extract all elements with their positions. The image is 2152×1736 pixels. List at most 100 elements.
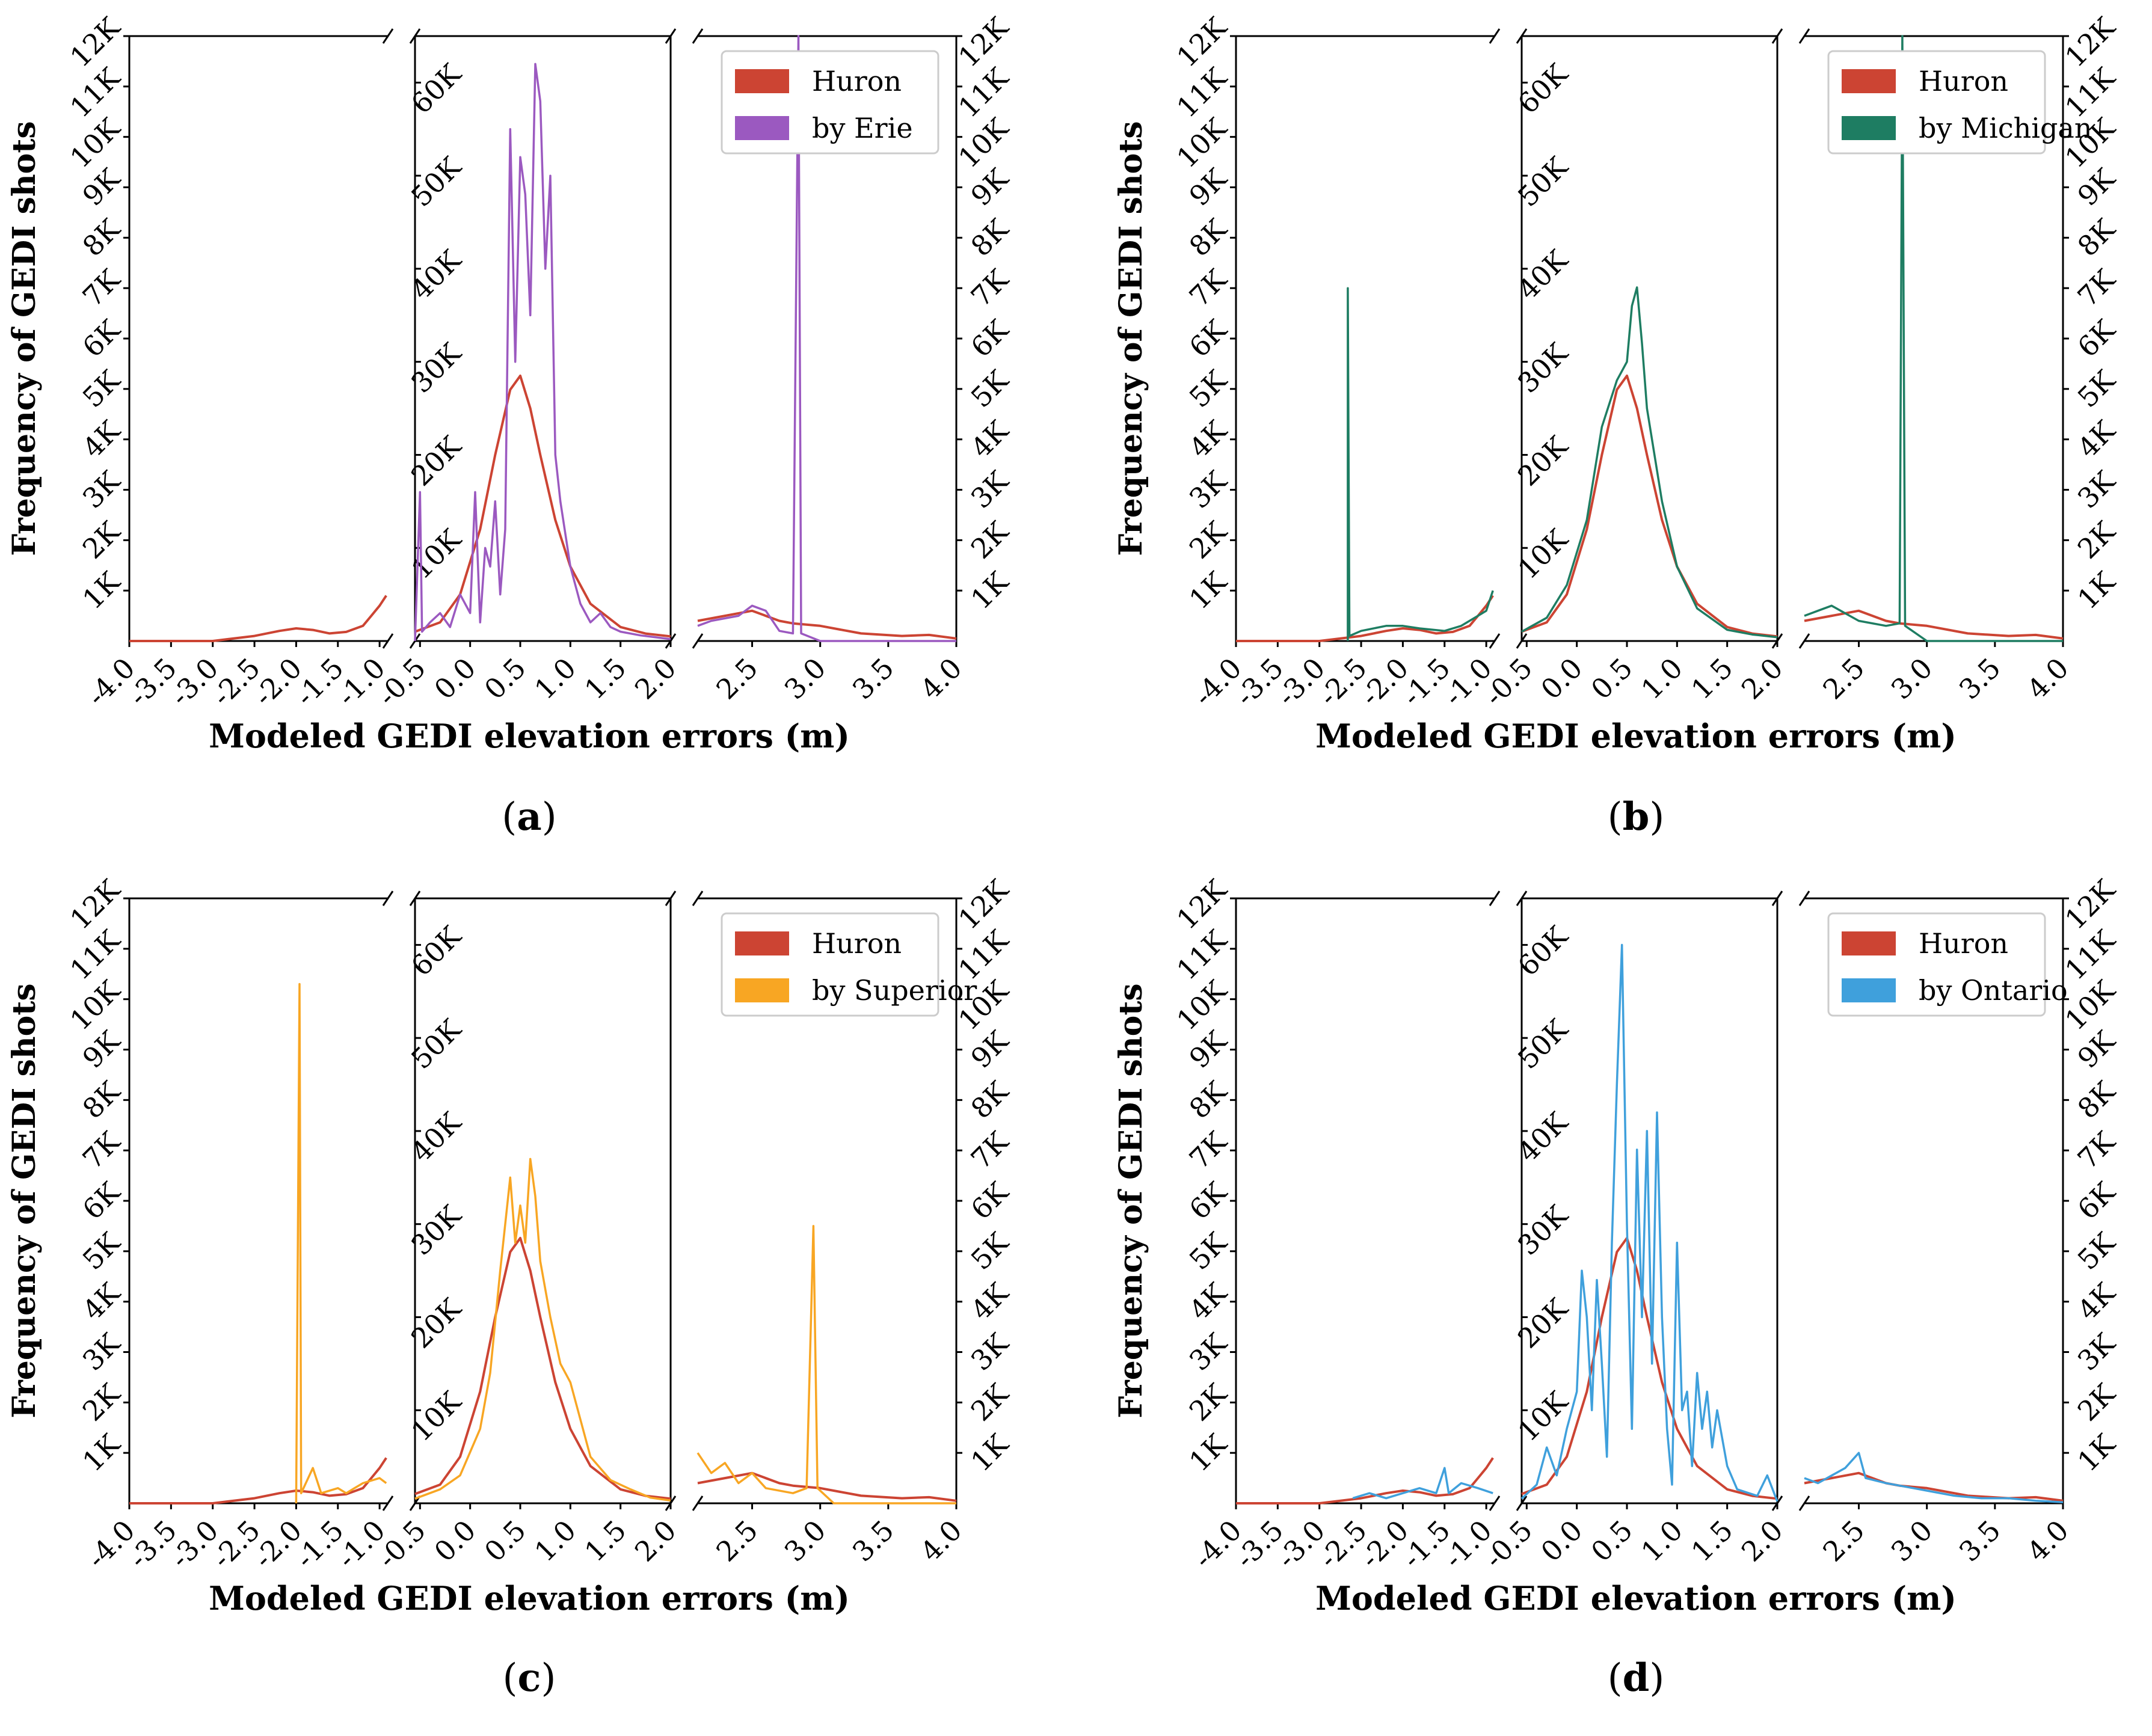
- axis-segment-2: [414, 35, 672, 642]
- y-tick-label: 5K: [1183, 363, 1234, 414]
- y-tick-label: 5K: [1183, 1225, 1234, 1276]
- y-tick-label: 3K: [2071, 1327, 2122, 1377]
- y-tick-label: 3K: [76, 1327, 127, 1377]
- series-line-by-erie: [414, 63, 671, 642]
- legend-swatch: [1842, 931, 1896, 955]
- axis-segment-1: [1235, 897, 1495, 1504]
- y-tick-label: 5K: [76, 1225, 127, 1276]
- y-tick-label: 2K: [76, 1376, 127, 1427]
- x-tick-label: 1.0: [528, 1514, 582, 1568]
- series-line-huron: [414, 374, 671, 638]
- y-tick-label: 10K: [64, 974, 127, 1037]
- legend-label: Huron: [1919, 65, 2008, 97]
- y-tick-label: 2K: [2071, 514, 2122, 565]
- axis-break-mark: [1516, 891, 1528, 906]
- axis-break-mark: [1798, 633, 1810, 649]
- legend-swatch: [735, 69, 789, 93]
- y-tick-label: 5K: [965, 1225, 1015, 1276]
- legend-label: by Ontario: [1919, 974, 2068, 1007]
- y-tick-label: 12K: [952, 873, 1015, 936]
- series-line-by-michigan: [1521, 286, 1778, 639]
- legend-swatch: [1842, 978, 1896, 1002]
- axis-break-mark: [1516, 28, 1528, 44]
- y-tick-label: 4K: [1183, 1276, 1234, 1327]
- x-tick-label: 3.5: [846, 1514, 900, 1568]
- series-line-huron: [1521, 374, 1778, 638]
- x-tick-label: 3.5: [1953, 652, 2007, 706]
- chart-panel-b: 1K2K3K4K5K6K7K8K9K10K11K12K10K20K30K40K5…: [1113, 10, 2122, 839]
- y-tick-label: 7K: [1183, 1124, 1234, 1175]
- panel-label: (d): [1608, 1655, 1665, 1701]
- series-line-by-superior: [414, 1158, 671, 1502]
- series-line-huron: [1236, 595, 1494, 642]
- x-tick-label: 0.0: [428, 652, 482, 706]
- y-tick-label: 7K: [965, 262, 1015, 313]
- x-tick-label: 0.5: [1585, 1514, 1639, 1568]
- axis-break-mark: [409, 891, 421, 906]
- y-tick-label: 6K: [1183, 313, 1234, 363]
- y-tick-label: 4K: [965, 1276, 1015, 1327]
- panel-label: (a): [502, 794, 556, 839]
- series-line-huron: [129, 1457, 387, 1504]
- axis-break-mark: [1489, 28, 1501, 44]
- y-tick-label: 2K: [965, 1376, 1015, 1427]
- y-tick-label: 10K: [2059, 974, 2122, 1037]
- axis-break-mark: [692, 891, 704, 906]
- y-tick-label: 8K: [2071, 1074, 2122, 1124]
- y-tick-label: 7K: [1183, 262, 1234, 313]
- y-tick-label: 11K: [64, 61, 127, 124]
- legend-swatch: [1842, 69, 1896, 93]
- axis-break-mark: [1798, 1495, 1810, 1511]
- y-tick-label: 11K: [1170, 61, 1234, 124]
- legend-swatch: [735, 931, 789, 955]
- legend-swatch: [1842, 116, 1896, 140]
- panel-label: (b): [1608, 794, 1665, 839]
- x-tick-label: 2.5: [710, 1514, 764, 1568]
- x-tick-label: 2.0: [629, 652, 683, 706]
- legend: Huron by Ontario: [1827, 912, 2068, 1017]
- x-axis-label: Modeled GEDI elevation errors (m): [209, 1579, 850, 1618]
- legend-swatch: [735, 978, 789, 1002]
- axis-break-mark: [692, 28, 704, 44]
- x-tick-label: 2.0: [1735, 652, 1789, 706]
- series-line-by-superior: [696, 1225, 956, 1504]
- series-line-by-erie: [697, 35, 956, 642]
- y-tick-label: 1K: [965, 1427, 1015, 1477]
- y-tick-label: 2K: [1183, 1376, 1234, 1427]
- x-tick-label: 1.0: [1635, 652, 1689, 706]
- y-tick-label: 1K: [76, 565, 127, 615]
- y-tick-label: 8K: [1183, 1074, 1234, 1124]
- y-tick-label: 4K: [2071, 414, 2122, 464]
- y-tick-label: 8K: [965, 1074, 1015, 1124]
- series-line-huron: [697, 609, 957, 640]
- x-tick-label: -0.5: [1478, 1514, 1539, 1575]
- axis-break-mark: [1516, 1495, 1528, 1511]
- x-tick-label: 4.0: [2021, 652, 2075, 706]
- x-tick-label: 3.0: [778, 652, 832, 706]
- x-tick-label: 0.0: [1535, 652, 1589, 706]
- y-tick-label: 10K: [64, 111, 127, 174]
- x-tick-label: 1.5: [1685, 652, 1739, 706]
- axis-break-mark: [1771, 891, 1783, 906]
- y-tick-label: 6K: [1183, 1175, 1234, 1225]
- y-tick-label: 8K: [1183, 212, 1234, 262]
- y-tick-label: 7K: [2071, 1124, 2122, 1175]
- x-tick-label: 0.5: [478, 652, 532, 706]
- y-tick-label: 6K: [76, 1175, 127, 1225]
- x-tick-label: -0.5: [1478, 652, 1539, 713]
- x-tick-label: 2.5: [1816, 1514, 1871, 1568]
- axis-break-mark: [1489, 891, 1501, 906]
- x-tick-label: 1.5: [1685, 1514, 1739, 1568]
- axis-break-mark: [382, 891, 394, 906]
- y-tick-label: 5K: [965, 363, 1015, 414]
- series-line-huron: [1804, 609, 2064, 640]
- axis-segment-1: [128, 35, 388, 642]
- y-tick-label: 8K: [76, 212, 127, 262]
- legend-label: by Superior: [812, 974, 977, 1007]
- axis-break-mark: [1516, 633, 1528, 649]
- y-tick-label: 7K: [76, 262, 127, 313]
- x-tick-label: 1.0: [528, 652, 582, 706]
- legend-label: Huron: [812, 927, 902, 960]
- axis-break-mark: [1798, 891, 1810, 906]
